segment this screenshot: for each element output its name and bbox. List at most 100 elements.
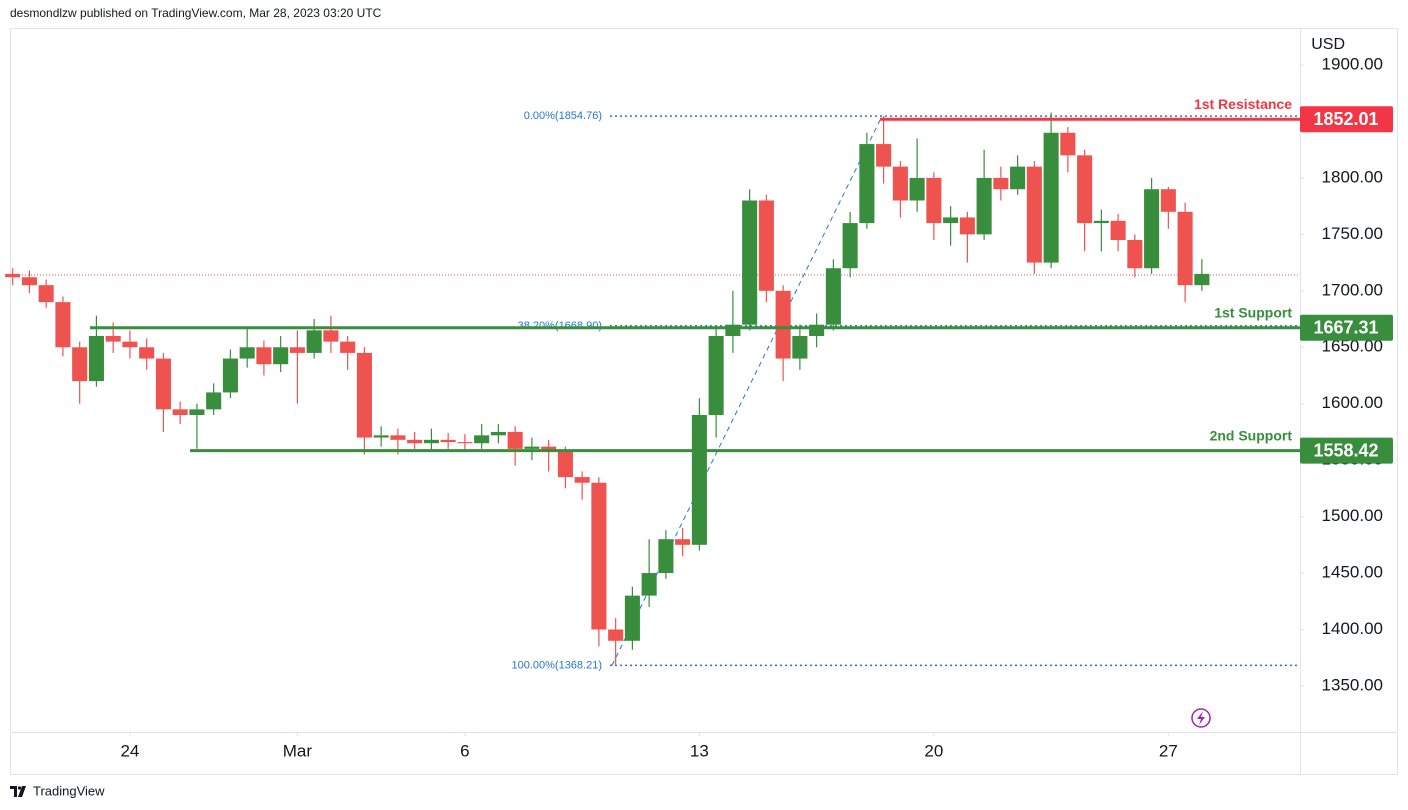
lightning-icon — [1191, 708, 1211, 728]
candle-body — [1077, 155, 1093, 224]
candle-body — [323, 330, 339, 342]
candle-body — [373, 435, 389, 438]
candle-body — [775, 290, 791, 359]
candle-body — [1177, 211, 1193, 286]
axis-unit: USD — [1311, 36, 1345, 53]
candle-body — [256, 347, 272, 365]
candle-body — [306, 330, 322, 353]
candle-body — [222, 358, 238, 393]
candle-body — [1043, 132, 1059, 263]
candle-body — [155, 358, 171, 410]
candle-body — [524, 446, 540, 449]
candle-body — [1093, 220, 1109, 224]
brand-name: TradingView — [33, 783, 105, 798]
candle-body — [457, 442, 473, 444]
candle-body — [658, 539, 674, 574]
candle-body — [876, 144, 892, 167]
source-note: desmondlzw published on TradingView.com,… — [10, 6, 382, 20]
price-tag — [1300, 437, 1393, 464]
level-name: 1st Resistance — [1194, 96, 1292, 112]
level-name: 2nd Support — [1210, 427, 1293, 443]
candle-body — [490, 431, 506, 436]
price-tag-label: 1558.42 — [1313, 440, 1378, 460]
candle-body — [172, 409, 188, 415]
candle-body — [1010, 166, 1026, 190]
fib-trend-line — [611, 115, 883, 666]
candle-body — [1110, 220, 1126, 241]
candle-body — [474, 435, 490, 444]
candle-body — [239, 347, 255, 359]
price-tag-label: 1667.31 — [1313, 317, 1378, 337]
candle-body — [859, 144, 875, 224]
candle-body — [675, 539, 691, 545]
y-tick-label: 1500.00 — [1322, 506, 1383, 525]
candle-body — [691, 414, 707, 545]
candle-body — [842, 223, 858, 269]
candle-body — [742, 200, 758, 325]
y-tick-label: 1750.00 — [1322, 224, 1383, 243]
price-tag — [1300, 106, 1393, 133]
candle-body — [440, 439, 456, 443]
chart-frame — [10, 28, 1398, 775]
y-tick-label: 1400.00 — [1322, 619, 1383, 638]
candle-body — [641, 573, 657, 596]
candle-body — [38, 285, 54, 303]
x-tick-label: 27 — [1159, 741, 1178, 760]
candle-body — [608, 629, 624, 641]
candle-body — [88, 335, 104, 382]
candle-body — [206, 392, 222, 410]
candle-body — [407, 439, 423, 444]
fib-level-label: 0.00%(1854.76) — [524, 110, 602, 122]
plot-area: 0.00%(1854.76) 38.20%(1668.90) 100.00%(136… — [5, 96, 1300, 671]
fib-level-label: 100.00%(1368.21) — [511, 659, 602, 671]
candle-body — [5, 273, 21, 278]
fib-level-label: 38.20%(1668.90) — [518, 320, 602, 332]
level-name: 1st Support — [1214, 304, 1292, 320]
candle-body — [1026, 166, 1042, 263]
y-tick-label: 1650.00 — [1322, 337, 1383, 356]
x-tick-label: 6 — [460, 741, 469, 760]
y-tick-label: 1700.00 — [1322, 280, 1383, 299]
candle-body — [507, 431, 523, 449]
candle-body — [1127, 240, 1143, 269]
y-tick-label: 1900.00 — [1322, 55, 1383, 74]
y-tick-label: 1450.00 — [1322, 563, 1383, 582]
y-tick-label: 1600.00 — [1322, 393, 1383, 412]
candle-body — [189, 409, 205, 415]
candle-body — [541, 446, 557, 452]
candle-body — [1194, 273, 1210, 286]
candle-body — [1060, 132, 1076, 156]
candle-body — [55, 302, 71, 348]
candle-body — [390, 435, 406, 440]
price-tag — [1300, 314, 1393, 341]
candle-body — [624, 595, 640, 641]
candle-body — [943, 217, 959, 224]
candle-body — [993, 177, 1009, 190]
x-tick-label: 24 — [120, 741, 139, 760]
candle-body — [725, 324, 741, 336]
candle-body — [289, 347, 305, 353]
candle-body — [21, 277, 37, 286]
candle-body — [273, 347, 289, 365]
candle-body — [809, 324, 825, 336]
y-tick-label: 1350.00 — [1322, 675, 1383, 694]
x-tick-label: 13 — [690, 741, 709, 760]
candle-body — [340, 341, 356, 353]
candle-body — [909, 177, 925, 201]
candle-body — [105, 335, 121, 342]
candle-body — [758, 200, 774, 291]
candle-body — [72, 347, 88, 382]
candle-body — [708, 335, 724, 415]
candle-body — [574, 477, 590, 483]
candle-body — [423, 439, 439, 444]
y-tick-label: 1800.00 — [1322, 167, 1383, 186]
candle-body — [976, 177, 992, 235]
candle-body — [557, 451, 573, 478]
candle-body — [825, 268, 841, 325]
candle-body — [122, 341, 138, 348]
brand-logo — [10, 786, 26, 797]
x-tick-label: Mar — [283, 741, 313, 760]
